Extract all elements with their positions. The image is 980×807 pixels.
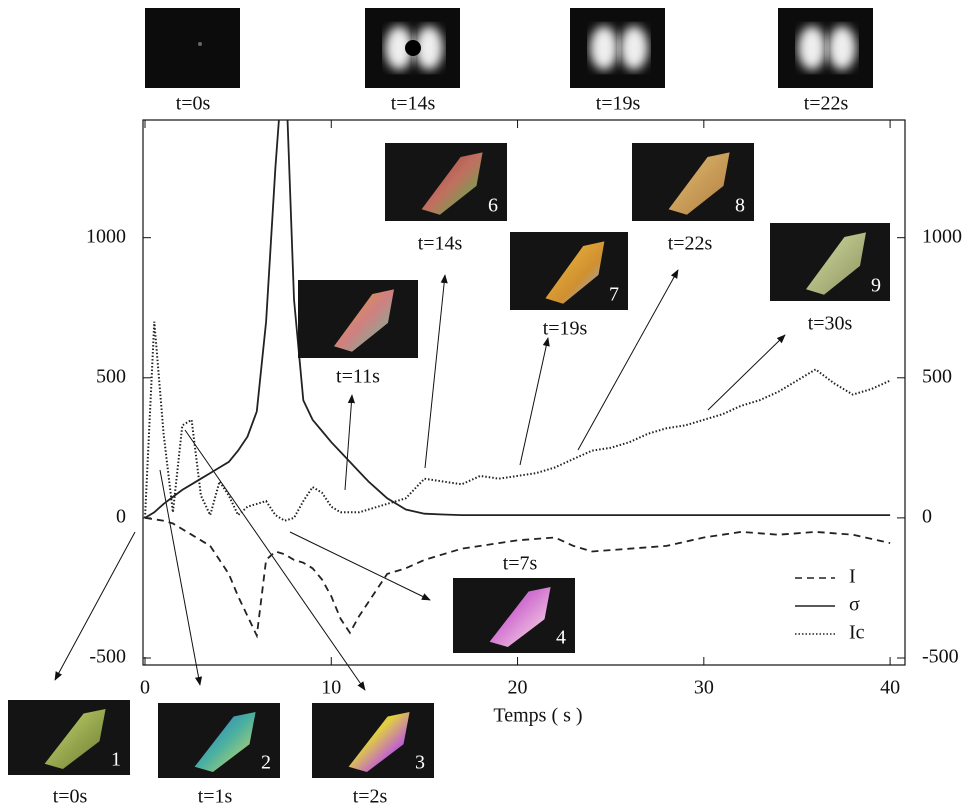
crystal [668,152,730,215]
crystal [806,232,866,295]
image-lobe [415,26,443,70]
x-tick-label: 10 [321,677,341,699]
image-center [405,40,421,56]
image-lobe [798,26,826,70]
crystal [334,289,394,352]
image-background [145,8,240,88]
image-label: t=19s [596,93,641,115]
image-label: t=0s [53,786,88,807]
crystal-image [298,280,418,358]
image-lobe [620,26,648,70]
y2-tick-label: -500 [922,646,959,668]
image-label: t=22s [804,93,849,115]
image-spot [198,42,202,46]
image-number: 7 [609,284,619,306]
image-number: 1 [111,749,121,771]
image-label: t=2s [353,786,388,807]
image-label: t=14s [391,93,436,115]
crystal-image: 3 [312,703,434,778]
crystal [421,152,483,215]
legend-label: σ [849,594,860,616]
image-lobe [828,26,856,70]
image-label: t=7s [503,553,538,575]
conoscopic-image [570,8,665,88]
conoscopic-image [145,8,240,88]
image-label: t=14s [418,233,463,255]
crystal-image: 2 [158,703,280,778]
y-tick-label: 1000 [86,225,126,247]
image-label: t=11s [336,366,380,388]
x-axis-label: Temps ( s ) [493,705,582,727]
image-label: t=1s [198,786,233,807]
image-number: 4 [556,627,566,649]
legend-label: I [849,566,856,588]
series-line [144,120,891,519]
x-tick-label: 20 [508,677,528,699]
image-number: 6 [488,195,498,217]
y2-tick-label: 0 [922,505,932,527]
image-label: t=30s [808,313,853,335]
crystal [348,712,410,772]
crystal-image: 4 [453,578,575,653]
series-line [144,517,891,639]
crystal-image: 7 [510,232,628,310]
x-tick-label: 30 [694,677,714,699]
image-label: t=22s [668,233,713,255]
crystal [194,712,256,772]
y2-tick-label: 500 [922,365,952,387]
conoscopic-image [778,8,873,88]
crystal-image: 8 [632,143,754,221]
y2-tick-label: 1000 [922,225,962,247]
legend-label: Ic [849,622,865,644]
image-number: 9 [871,275,881,297]
series-line [144,321,891,522]
y-tick-label: 500 [96,365,126,387]
arrows [54,269,786,691]
image-label: t=19s [543,318,588,340]
image-number: 2 [261,752,271,774]
image-number: 8 [735,195,745,217]
crystal-image: 6 [385,143,507,221]
plot-frame [142,119,906,666]
crystal-image: 1 [8,700,130,775]
crystal [545,241,605,304]
y-tick-label: -500 [89,646,126,668]
conoscopic-image [365,8,460,88]
image-number: 3 [415,752,425,774]
image-label: t=0s [176,93,211,115]
crystal [489,587,551,647]
y-tick-label: 0 [116,505,126,527]
image-lobe [385,26,413,70]
crystal [44,709,106,769]
x-tick-label: 0 [140,677,150,699]
x-tick-label: 40 [880,677,900,699]
image-lobe [590,26,618,70]
crystal-image: 9 [770,223,890,301]
